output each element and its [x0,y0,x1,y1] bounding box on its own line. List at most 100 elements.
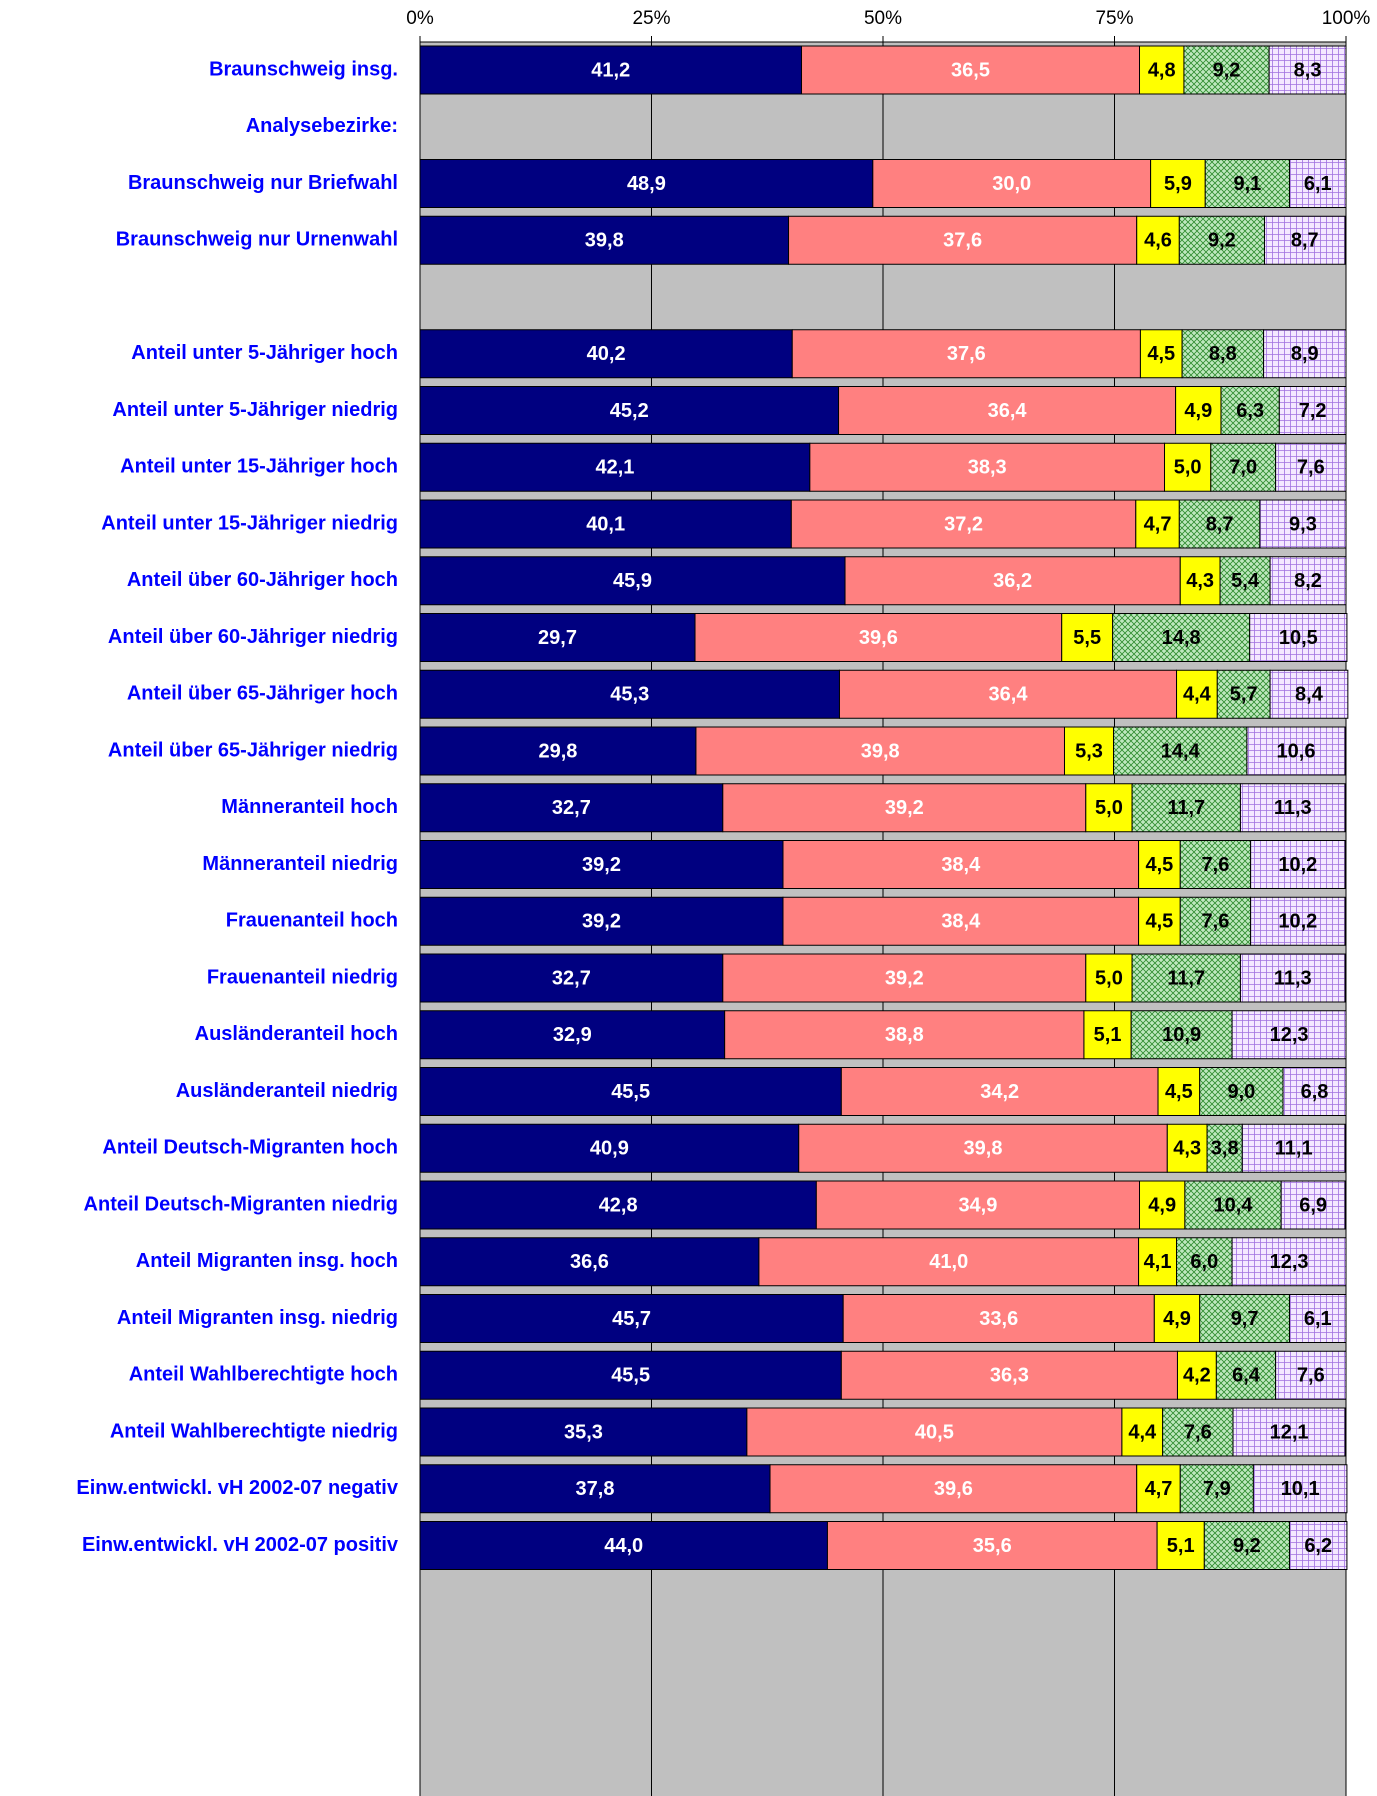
bar-segment [1085,953,1133,1003]
x-tick-label: 100% [1322,8,1371,29]
bar-segment [1166,1123,1208,1173]
value-label: 32,7 [552,967,591,989]
bar-segment [1289,159,1347,208]
bar-segment [419,669,840,719]
category-label: Anteil unter 15-Jähriger niedrig [101,512,398,534]
bar-segment [722,783,1087,833]
bar-segment [1239,953,1346,1003]
value-label: 3,8 [1211,1138,1239,1160]
value-label: 39,8 [964,1138,1003,1160]
value-label: 37,6 [947,343,986,365]
bar-segment [1204,159,1291,208]
bar-segment [1206,1123,1243,1173]
x-tick-label: 75% [1095,8,1133,29]
value-label: 5,0 [1095,797,1123,819]
value-label: 7,9 [1203,1478,1231,1500]
bar-segment [419,45,803,95]
value-label: 41,2 [591,59,630,81]
value-label: 4,8 [1148,59,1176,81]
bar-segment [1139,45,1185,95]
bar-segment [782,896,1140,946]
x-tick-label: 25% [632,8,670,29]
value-label: 45,7 [612,1308,651,1330]
bar-segment [1263,329,1347,379]
value-label: 7,6 [1297,457,1325,479]
bar-segment [1179,1464,1254,1514]
bar-segment [791,329,1141,379]
bar-segment [419,1350,842,1400]
bar-segment [1176,669,1218,719]
value-label: 39,2 [582,911,621,933]
bar-segment [695,726,1065,776]
value-label: 39,6 [934,1478,973,1500]
value-label: 5,4 [1231,570,1260,592]
value-label: 12,1 [1270,1421,1309,1443]
value-label: 39,8 [585,230,624,252]
bar-segment [1179,896,1252,946]
bar-segment [1178,499,1261,549]
bar-segment [1241,1123,1346,1173]
value-label: 8,4 [1295,684,1324,706]
value-label: 45,2 [610,400,649,422]
bar-segment [1232,1407,1346,1457]
bar-segment [1249,613,1348,662]
value-label: 9,1 [1233,173,1261,195]
bar-segment [872,159,1152,208]
category-label: Braunschweig nur Urnenwahl [116,229,398,251]
bar-segment [842,1294,1155,1343]
bar-segment [419,840,784,889]
value-label: 14,8 [1162,627,1201,649]
category-label: Anteil Wahlberechtigte niedrig [110,1420,398,1442]
bar-segment [1138,840,1181,889]
value-label: 8,9 [1291,343,1319,365]
value-label: 9,2 [1213,59,1241,81]
value-label: 9,2 [1233,1535,1261,1557]
bar-segment [1199,1067,1284,1116]
value-label: 38,8 [885,1024,924,1046]
category-label: Frauenanteil hoch [226,910,398,932]
bar-segment [1215,1350,1277,1400]
category-label: Einw.entwickl. vH 2002-07 negativ [76,1477,398,1499]
value-label: 30,0 [992,173,1031,195]
value-label: 10,2 [1278,854,1317,876]
value-label: 14,4 [1161,740,1201,762]
bar-segment [419,783,724,833]
bar-segment [419,1237,760,1287]
value-label: 4,9 [1148,1194,1176,1216]
bar-segment [419,1521,828,1570]
value-label: 39,6 [859,627,898,649]
value-label: 7,0 [1229,457,1257,479]
value-label: 4,1 [1144,1251,1172,1273]
bar-segment [1121,1407,1164,1457]
category-label: Ausländeranteil niedrig [176,1080,398,1102]
bar-segment [419,1180,817,1230]
value-label: 10,6 [1277,740,1316,762]
value-label: 40,9 [590,1138,629,1160]
bar-segment [1176,1350,1217,1400]
bar-segment [419,1123,800,1173]
bar-segment [1184,1180,1282,1230]
bar-segment [838,669,1178,719]
category-label: Ausländeranteil hoch [195,1023,398,1045]
bar-segment [790,499,1137,549]
value-label: 4,3 [1186,570,1214,592]
bar-segment [1275,1350,1347,1400]
bar-segment [1280,1180,1346,1230]
category-label: Anteil über 65-Jähriger niedrig [108,739,398,761]
value-label: 34,2 [980,1081,1019,1103]
bar-segment [826,1521,1158,1570]
bar-segment [1278,386,1347,435]
bar-segment [1275,442,1347,492]
bar-segment [1063,726,1115,776]
bar-segment [1139,329,1183,379]
value-label: 10,2 [1278,911,1317,933]
bar-segment [419,1067,842,1116]
value-label: 4,4 [1183,684,1212,706]
value-label: 36,4 [989,684,1029,706]
value-label: 38,4 [941,911,981,933]
category-label: Einw.entwickl. vH 2002-07 positiv [82,1534,399,1556]
value-label: 45,5 [611,1365,650,1387]
value-label: 7,2 [1299,400,1327,422]
value-label: 29,7 [538,627,577,649]
